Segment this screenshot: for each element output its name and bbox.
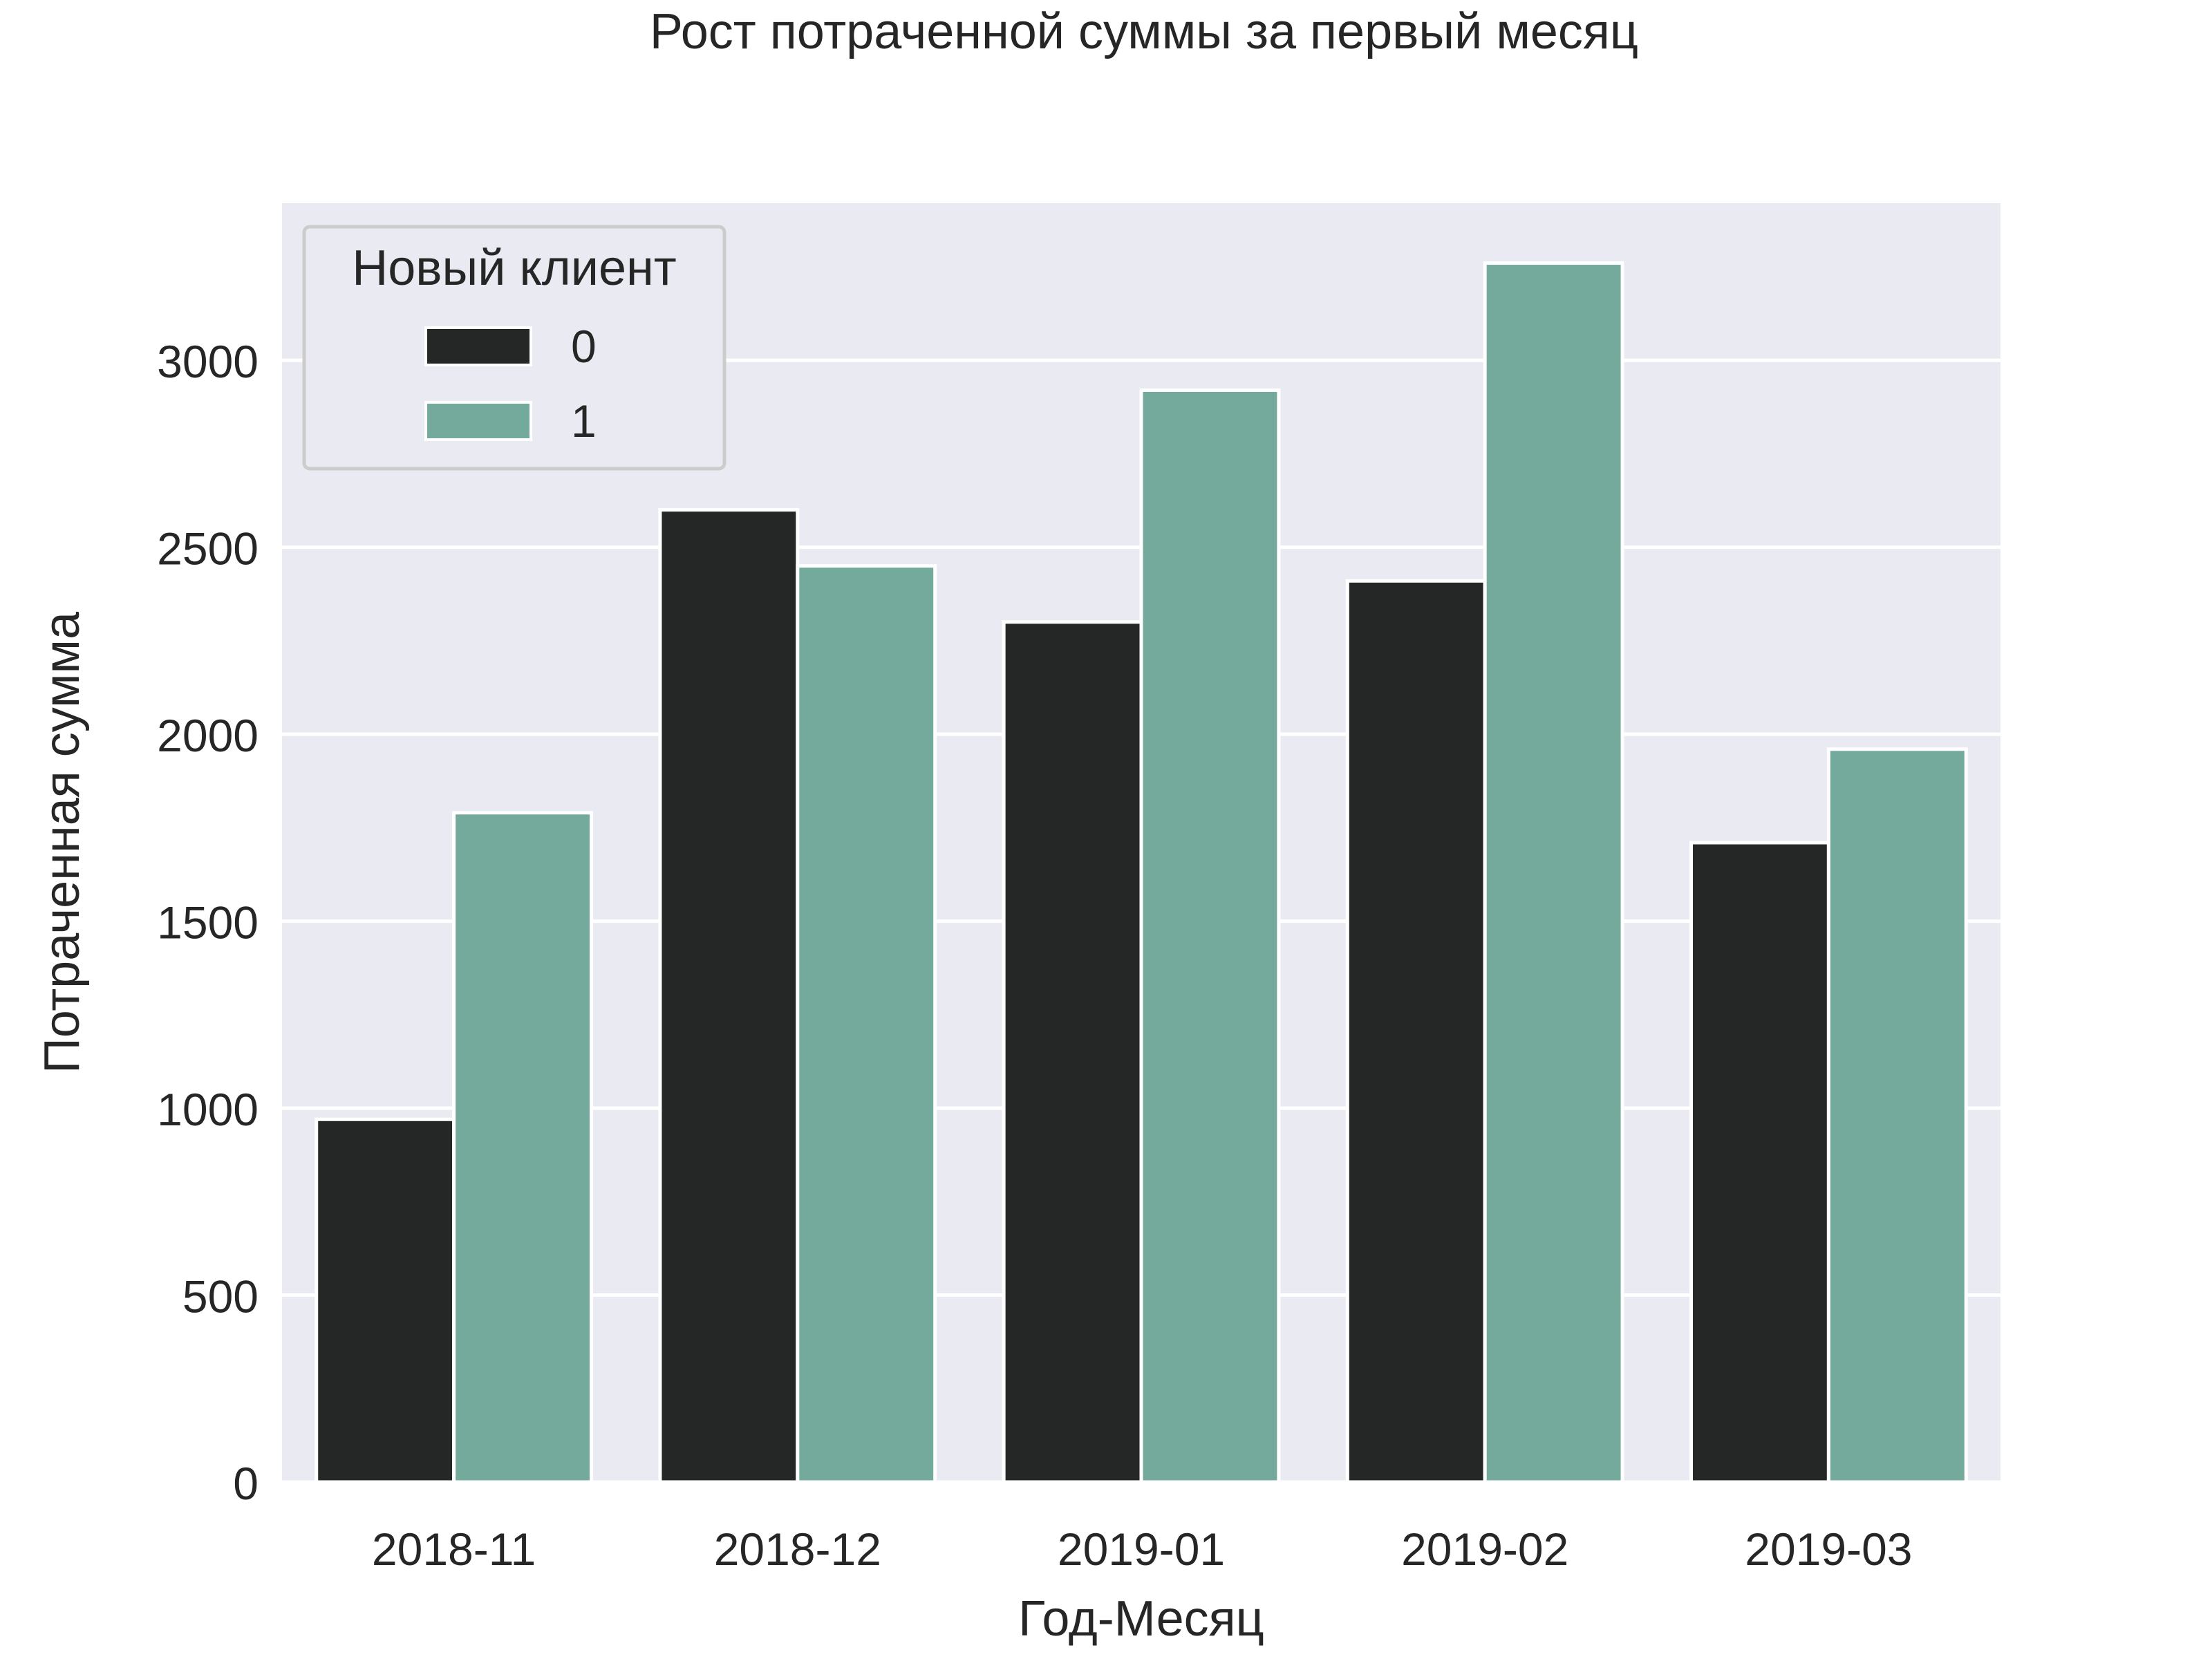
bar-2019-03-series-1 <box>1826 747 1968 1484</box>
bar-2019-01-series-1 <box>1139 388 1281 1484</box>
x-axis-label: Год-Месяц <box>1018 1591 1264 1647</box>
bar-2019-01-series-0 <box>1002 620 1143 1484</box>
legend: Новый клиент 0 1 <box>302 225 727 471</box>
bar-2019-03-series-0 <box>1689 841 1830 1484</box>
bar-2018-11-series-1 <box>452 811 593 1484</box>
y-tick-label: 1000 <box>157 1084 259 1135</box>
y-tick-label: 2500 <box>157 523 259 574</box>
bar-2019-02-series-0 <box>1345 579 1487 1484</box>
bar-2018-11-series-0 <box>315 1117 456 1484</box>
legend-label-1: 1 <box>571 395 597 447</box>
legend-title: Новый клиент <box>352 241 677 296</box>
x-tick-label: 2018-12 <box>714 1524 881 1575</box>
x-tick-labels: 2018-11 2018-12 2019-01 2019-02 2019-03 <box>372 1524 1913 1575</box>
y-tick-label: 0 <box>233 1458 259 1509</box>
x-tick-label: 2019-01 <box>1058 1524 1225 1575</box>
bar-2018-12-series-0 <box>658 508 800 1484</box>
x-tick-label: 2019-03 <box>1745 1524 1912 1575</box>
chart-title: Рост потраченной суммы за первый месяц <box>650 4 1638 59</box>
bar-2018-12-series-1 <box>796 564 937 1484</box>
y-tick-labels: 0 500 1000 1500 2000 2500 3000 <box>157 336 259 1509</box>
legend-swatch-0 <box>424 326 532 366</box>
y-axis-label: Потраченная сумма <box>35 611 90 1074</box>
y-tick-label: 1500 <box>157 897 259 948</box>
x-tick-label: 2019-02 <box>1401 1524 1568 1575</box>
y-tick-label: 500 <box>182 1271 259 1322</box>
y-tick-label: 2000 <box>157 710 259 761</box>
bars <box>315 261 1968 1484</box>
legend-swatch-1 <box>424 401 532 441</box>
x-tick-label: 2018-11 <box>372 1524 536 1575</box>
bar-2019-02-series-1 <box>1483 261 1624 1484</box>
legend-label-0: 0 <box>571 321 597 372</box>
y-tick-label: 3000 <box>157 336 259 387</box>
